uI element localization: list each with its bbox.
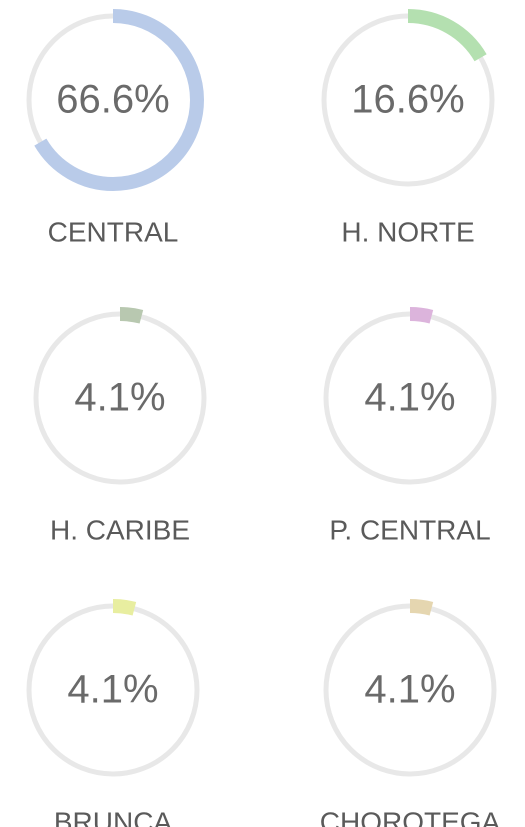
gauge-value-label: 4.1% (67, 668, 158, 712)
gauge-arc (319, 599, 501, 781)
gauge-value-label: 4.1% (364, 376, 455, 420)
gauge-title: H. CARIBE (50, 514, 190, 545)
gauge-title: P. CENTRAL (329, 514, 490, 545)
gauge-arc (319, 307, 501, 489)
gauge-title: CHOROTEGA (320, 806, 501, 827)
gauge-title: H. NORTE (341, 216, 474, 247)
gauge-value-label: 4.1% (74, 376, 165, 420)
gauge-arc (22, 9, 204, 191)
gauge-arc (317, 9, 499, 191)
gauge-value-label: 16.6% (351, 78, 464, 122)
gauge-title: BRUNCA (54, 806, 173, 827)
gauge-value-label: 66.6% (56, 78, 169, 122)
gauge-arc (22, 599, 204, 781)
gauge-title: CENTRAL (48, 216, 179, 247)
gauge-arc (29, 307, 211, 489)
gauge-value-label: 4.1% (364, 668, 455, 712)
